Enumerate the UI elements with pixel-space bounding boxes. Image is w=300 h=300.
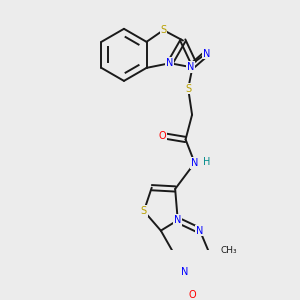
Text: N: N bbox=[187, 62, 194, 72]
Text: CH₃: CH₃ bbox=[220, 246, 237, 255]
Text: S: S bbox=[141, 206, 147, 216]
Text: O: O bbox=[158, 130, 166, 141]
Text: N: N bbox=[196, 226, 204, 236]
Text: N: N bbox=[174, 215, 182, 225]
Text: N: N bbox=[166, 58, 174, 68]
Text: S: S bbox=[160, 25, 166, 35]
Text: N: N bbox=[191, 158, 198, 168]
Text: N: N bbox=[203, 49, 210, 58]
Text: N: N bbox=[181, 267, 188, 277]
Text: S: S bbox=[185, 84, 191, 94]
Text: O: O bbox=[188, 290, 196, 300]
Text: H: H bbox=[203, 157, 210, 166]
